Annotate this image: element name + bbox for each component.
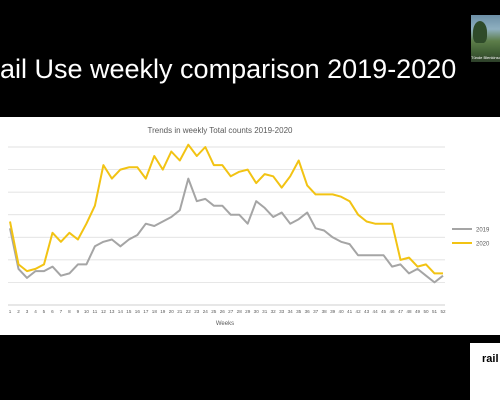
x-tick-label: 45 [381, 309, 387, 314]
tree-image [473, 21, 487, 43]
series-lines [9, 143, 444, 284]
presenter-video-thumbnail: Tünde Blenkinsop [471, 15, 500, 62]
x-tick-label: 18 [152, 309, 158, 314]
x-tick-label: 38 [322, 309, 328, 314]
x-tick-label: 35 [296, 309, 302, 314]
x-tick-label: 11 [93, 309, 98, 314]
x-tick-label: 46 [389, 309, 395, 314]
x-tick-label: 29 [245, 309, 251, 314]
line-chart: Trends in weekly Total counts 2019-2020 … [8, 126, 490, 327]
x-tick-label: 6 [51, 309, 54, 314]
x-tick-label: 52 [440, 309, 446, 314]
chart-panel: Trends in weekly Total counts 2019-2020 … [0, 117, 500, 335]
legend-label-2019: 2019 [476, 228, 490, 234]
x-tick-label: 7 [60, 309, 63, 314]
x-tick-label: 22 [186, 309, 192, 314]
x-tick-label: 19 [160, 309, 166, 314]
x-tick-label: 40 [339, 309, 345, 314]
x-tick-label: 3 [26, 309, 29, 314]
x-tick-label: 16 [135, 309, 141, 314]
x-axis-ticks: 1 2 3 4 5 6 7 8 9 10 11 12 13 14 15 16 17 18 19 20 21 22 23 24 2… [9, 309, 446, 314]
x-tick-label: 4 [34, 309, 37, 314]
x-tick-label: 12 [101, 309, 107, 314]
x-tick-label: 24 [203, 309, 209, 314]
x-tick-label: 34 [288, 309, 294, 314]
x-tick-label: 43 [364, 309, 370, 314]
x-tick-label: 39 [330, 309, 336, 314]
x-tick-label: 25 [211, 309, 217, 314]
x-tick-label: 42 [356, 309, 362, 314]
x-tick-label: 41 [347, 309, 353, 314]
x-tick-label: 10 [84, 309, 90, 314]
x-tick-label: 47 [398, 309, 404, 314]
slide-title: ail Use weekly comparison 2019-2020 [0, 54, 457, 84]
logo-panel: rail [470, 343, 500, 400]
x-tick-label: 32 [271, 309, 277, 314]
x-tick-label: 23 [194, 309, 200, 314]
x-tick-label: 5 [43, 309, 46, 314]
x-tick-label: 50 [423, 309, 429, 314]
x-tick-label: 30 [254, 309, 260, 314]
presenter-name: Tünde Blenkinsop [471, 55, 500, 60]
x-tick-label: 28 [237, 309, 243, 314]
x-tick-label: 17 [143, 309, 149, 314]
x-tick-label: 1 [9, 309, 12, 314]
x-tick-label: 14 [118, 309, 124, 314]
rail-logo: rail [482, 353, 499, 365]
x-tick-label: 36 [305, 309, 311, 314]
series-line-2019 [9, 177, 444, 284]
x-tick-label: 27 [228, 309, 234, 314]
legend-label-2020: 2020 [476, 242, 490, 248]
x-tick-label: 15 [126, 309, 132, 314]
series-line-2020 [9, 143, 443, 275]
x-tick-label: 44 [373, 309, 379, 314]
x-tick-label: 21 [177, 309, 183, 314]
x-tick-label: 33 [279, 309, 285, 314]
x-tick-label: 49 [415, 309, 421, 314]
x-tick-label: 51 [432, 309, 438, 314]
x-tick-label: 9 [77, 309, 80, 314]
x-tick-label: 26 [220, 309, 226, 314]
x-tick-label: 20 [169, 309, 175, 314]
x-tick-label: 8 [68, 309, 71, 314]
x-tick-label: 2 [17, 309, 20, 314]
chart-title: Trends in weekly Total counts 2019-2020 [148, 126, 294, 135]
legend: 2019 2020 [452, 228, 490, 248]
gridlines [8, 146, 445, 306]
x-tick-label: 31 [262, 309, 268, 314]
x-axis-label: Weeks [216, 321, 234, 327]
x-tick-label: 13 [109, 309, 115, 314]
x-tick-label: 37 [313, 309, 319, 314]
x-tick-label: 48 [406, 309, 412, 314]
